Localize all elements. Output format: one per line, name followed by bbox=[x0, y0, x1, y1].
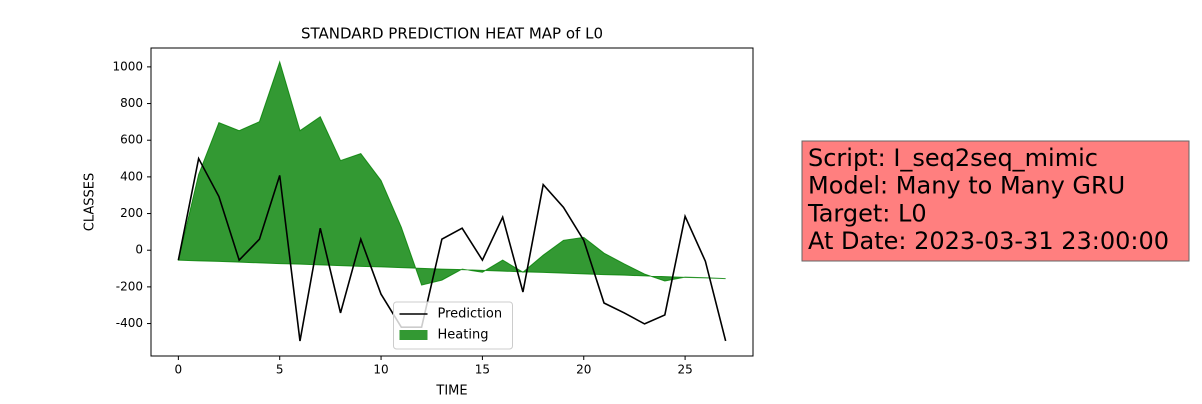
x-tick-label: 10 bbox=[373, 363, 388, 377]
x-axis-label: TIME bbox=[435, 384, 467, 399]
y-tick-label: 0 bbox=[135, 243, 143, 257]
plot-frame bbox=[150, 47, 754, 357]
y-axis-label: CLASSES bbox=[83, 173, 98, 231]
x-tick-label: 0 bbox=[175, 363, 183, 377]
y-tick-label: 200 bbox=[120, 206, 143, 220]
area bbox=[177, 60, 726, 286]
y-tick-label: 1000 bbox=[112, 59, 143, 73]
x-tick-label: 5 bbox=[276, 363, 284, 377]
annotation-line: Target: L0 bbox=[807, 199, 927, 227]
chart-title: STANDARD PREDICTION HEAT MAP of L0 bbox=[301, 25, 603, 43]
x-tick-label: 25 bbox=[677, 363, 692, 377]
legend-label: Prediction bbox=[438, 307, 503, 322]
x-tick-label: 20 bbox=[576, 363, 591, 377]
legend-label: Heating bbox=[438, 328, 489, 343]
x-tick-label: 15 bbox=[475, 363, 490, 377]
annotation-line: Script: I_seq2seq_mimic bbox=[808, 144, 1098, 172]
legend-patch bbox=[399, 330, 428, 340]
y-tick-label: 400 bbox=[120, 169, 143, 183]
y-tick-label: 800 bbox=[120, 96, 143, 110]
y-tick-label: -400 bbox=[116, 316, 143, 330]
line bbox=[177, 156, 727, 342]
annotation-box bbox=[801, 140, 1190, 262]
annotation-line: Model: Many to Many GRU bbox=[808, 172, 1125, 200]
y-tick-label: -200 bbox=[116, 279, 143, 293]
annotation-line: At Date: 2023-03-31 23:00:00 bbox=[808, 227, 1169, 255]
y-tick-label: 600 bbox=[120, 133, 143, 147]
